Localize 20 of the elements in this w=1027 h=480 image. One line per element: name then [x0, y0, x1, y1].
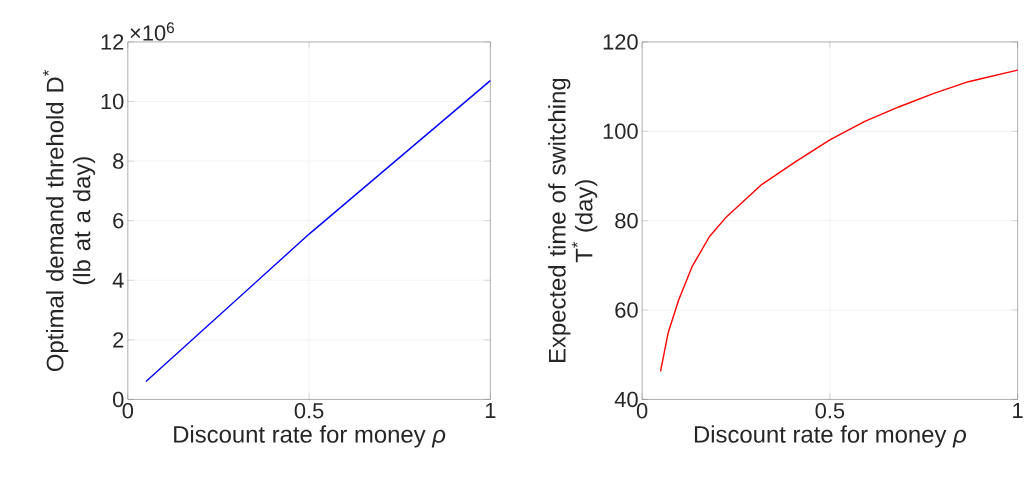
- y-tick-label: 10: [101, 93, 124, 110]
- line-series: [659, 69, 1019, 372]
- x-tick-label: 0.5: [815, 402, 845, 419]
- y-tick-label: 12: [101, 34, 124, 50]
- y-tick-label: 40: [614, 391, 638, 408]
- x-axis-title: Discount rate for money ρ: [694, 425, 967, 448]
- x-tick-label: 1: [1013, 402, 1023, 418]
- y-tick-label: 60: [615, 302, 638, 318]
- x-tick-label: 1: [485, 402, 496, 418]
- y-tick-label: 80: [615, 212, 638, 229]
- y-tick-label: 8: [113, 153, 124, 169]
- y-tick-label: 120: [603, 34, 638, 50]
- y-tick-label: 2: [113, 332, 124, 348]
- x-tick-label: 0.5: [294, 402, 324, 419]
- text: Optimal demand threhold D$^{*}$ (lb at a day): [42, 69, 96, 371]
- y-tick-label: 6: [113, 212, 124, 229]
- y-tick-label: 4: [112, 272, 124, 288]
- text: ×10$^{6}$: [130, 22, 174, 41]
- x-axis-title: Discount rate for money ρ: [174, 425, 446, 448]
- y-tick-label: 100: [603, 123, 638, 139]
